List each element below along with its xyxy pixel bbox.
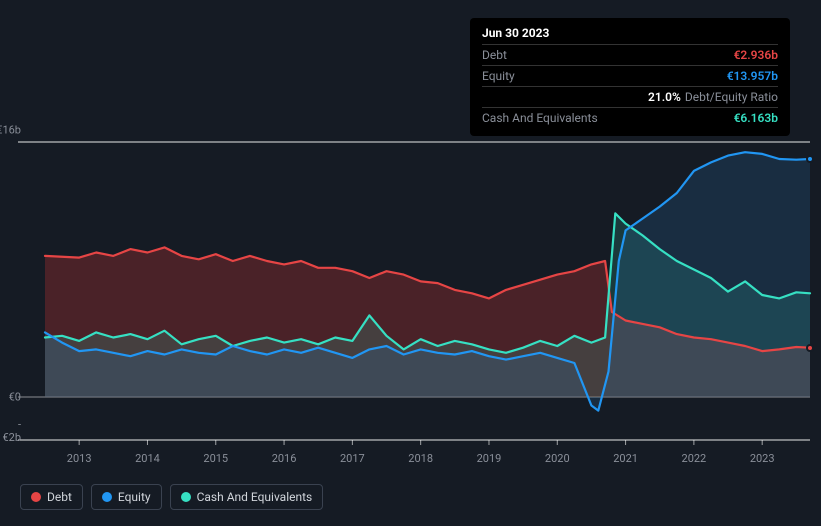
- chart-tooltip: Jun 30 2023 Debt €2.936b Equity €13.957b 21.…: [470, 18, 790, 136]
- x-tick-label: 2014: [135, 452, 160, 465]
- legend-item-equity[interactable]: Equity: [91, 484, 162, 510]
- tooltip-row: Debt €2.936b: [482, 44, 778, 65]
- tooltip-row: Cash And Equivalents €6.163b: [482, 107, 778, 128]
- x-tick-label: 2017: [340, 452, 365, 465]
- tooltip-row-value: €6.163b: [734, 111, 778, 125]
- tooltip-date: Jun 30 2023: [482, 26, 778, 44]
- legend-dot-icon: [31, 492, 41, 502]
- tooltip-row-value: €2.936b: [734, 48, 778, 62]
- y-tick-label: -€2b: [0, 418, 21, 444]
- x-tick-label: 2016: [272, 452, 297, 465]
- equity-end-marker: [806, 155, 814, 163]
- tooltip-row-label: Debt: [482, 48, 507, 62]
- legend-label: Debt: [47, 490, 72, 504]
- legend-label: Cash And Equivalents: [197, 490, 313, 504]
- debt-end-marker: [806, 344, 814, 352]
- x-tick-label: 2022: [682, 452, 707, 465]
- chart-legend: Debt Equity Cash And Equivalents: [20, 484, 323, 510]
- x-tick-label: 2023: [750, 452, 775, 465]
- x-tick-label: 2018: [408, 452, 433, 465]
- x-tick-label: 2019: [477, 452, 502, 465]
- y-tick-label: €16b: [0, 124, 21, 137]
- legend-dot-icon: [102, 492, 112, 502]
- x-tick-label: 2015: [203, 452, 228, 465]
- tooltip-row-suffix: Debt/Equity Ratio: [685, 90, 778, 104]
- x-tick-label: 2021: [613, 452, 638, 465]
- x-tick-label: 2020: [545, 452, 570, 465]
- tooltip-row-label: Equity: [482, 69, 515, 83]
- legend-item-debt[interactable]: Debt: [20, 484, 83, 510]
- legend-dot-icon: [181, 492, 191, 502]
- tooltip-row: Equity €13.957b: [482, 65, 778, 86]
- x-tick-label: 2013: [67, 452, 92, 465]
- tooltip-row-value: €13.957b: [727, 69, 778, 83]
- legend-label: Equity: [118, 490, 151, 504]
- y-tick-label: €0: [9, 391, 21, 404]
- legend-item-cash[interactable]: Cash And Equivalents: [170, 484, 324, 510]
- tooltip-row-value: 21.0%Debt/Equity Ratio: [648, 90, 778, 104]
- tooltip-row-label: Cash And Equivalents: [482, 111, 598, 125]
- tooltip-row: 21.0%Debt/Equity Ratio: [482, 86, 778, 107]
